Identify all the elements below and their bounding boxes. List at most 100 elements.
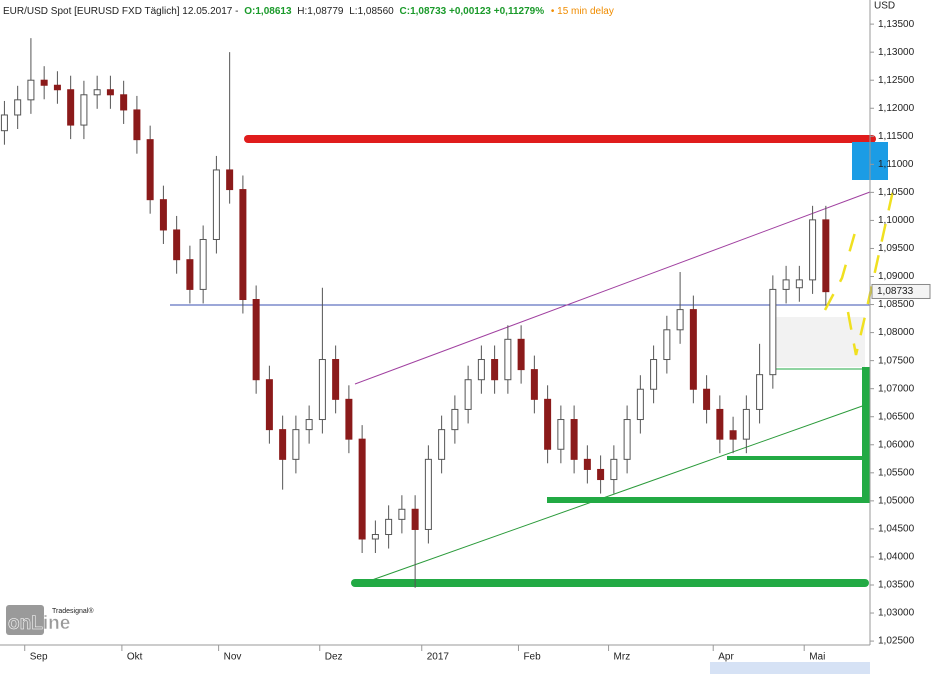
y-tick-label: 1,03000 — [878, 608, 915, 619]
x-tick-label: Apr — [718, 652, 734, 663]
candle-body — [438, 429, 446, 460]
candle-body — [226, 169, 234, 191]
candle-body — [279, 429, 287, 460]
candle-body — [610, 458, 618, 481]
candle-body — [491, 359, 499, 381]
candle-body — [305, 419, 313, 431]
y-tick-label: 1,06500 — [878, 411, 915, 422]
candle-body — [398, 508, 406, 520]
candle-body — [159, 199, 167, 231]
last-price-box — [871, 283, 931, 299]
candle-body — [133, 109, 141, 141]
x-tick-label: Mrz — [614, 652, 631, 663]
x-tick-label: Feb — [523, 652, 541, 663]
candle-body — [703, 388, 711, 410]
y-tick-label: 1,09000 — [878, 271, 915, 282]
candle-body — [769, 288, 777, 376]
y-tick-label: 1,11500 — [878, 131, 914, 142]
candle-body — [729, 430, 737, 440]
header-low: L:1,08560 — [349, 6, 394, 17]
y-tick-label: 1,04500 — [878, 524, 915, 535]
range-selector — [710, 662, 870, 674]
candle-body — [583, 458, 591, 470]
candle-body — [239, 189, 247, 301]
candle-body — [504, 338, 512, 381]
candle-body — [292, 429, 300, 460]
y-tick-label: 1,12000 — [878, 103, 915, 114]
x-tick-label: Okt — [127, 652, 143, 663]
y-tick-label: 1,03500 — [878, 580, 915, 591]
candle-body — [663, 329, 671, 361]
candle-body — [411, 508, 419, 530]
candle-body — [0, 114, 8, 132]
y-tick-label: 1,02500 — [878, 636, 915, 647]
drawings — [170, 135, 896, 674]
logo: Tradesignal® onLine — [6, 605, 94, 635]
candle-body — [689, 309, 697, 390]
candle-body — [822, 219, 830, 293]
candle-body — [597, 468, 605, 481]
candle-body — [385, 518, 393, 536]
y-tick-label: 1,10000 — [878, 215, 915, 226]
candle-body — [477, 359, 485, 381]
header-high: H:1,08779 — [297, 6, 344, 17]
candle-body — [544, 398, 552, 450]
candle-body — [557, 419, 565, 450]
forecast-path — [846, 185, 896, 356]
y-tick-label: 1,12500 — [878, 75, 915, 86]
candle-body — [53, 84, 61, 91]
header: EUR/USD Spot [EURUSD FXD Täglich] 12.05.… — [3, 6, 614, 17]
y-tick-label: 1,05500 — [878, 467, 915, 478]
candle-body — [173, 229, 181, 261]
candle-body — [146, 139, 154, 201]
candle-body — [809, 219, 817, 281]
candle-body — [464, 379, 472, 410]
candle-body — [756, 374, 764, 410]
logo-top: Tradesignal® — [52, 607, 94, 615]
candle-body — [120, 94, 128, 111]
candles — [0, 38, 830, 588]
forecast-path-2 — [823, 221, 860, 311]
logo-bottom: onLine — [8, 613, 70, 634]
candle-body — [106, 89, 114, 96]
candle-body — [570, 419, 578, 460]
axes: 1,02500 1,03000 1,03500 1,04000 1,04500 1,050… — [24, 19, 931, 663]
x-tick-label: Mai — [809, 652, 825, 663]
candle-body — [530, 369, 538, 400]
header-close: C:1,08733 +0,00123 +0,11279% — [400, 6, 545, 17]
header-open: O:1,08613 — [244, 6, 292, 17]
y-tick-label: 1,09500 — [878, 243, 915, 254]
y-tick-label: 1,08500 — [878, 299, 915, 310]
y-tick-label: 1,08000 — [878, 327, 915, 338]
channel-lower — [371, 403, 869, 581]
candle-body — [795, 279, 803, 289]
candle-body — [93, 89, 101, 96]
y-axis-label: USD — [874, 1, 895, 12]
candle-body — [345, 398, 353, 440]
header-instrument: EUR/USD Spot [EURUSD FXD Täglich] 12.05.… — [3, 6, 238, 17]
y-tick-label: 1,07000 — [878, 383, 915, 394]
y-tick-label: 1,05000 — [878, 495, 915, 506]
candle-body — [371, 534, 379, 540]
y-tick-label: 1,07500 — [878, 355, 915, 366]
candle-body — [358, 438, 366, 540]
candle-body — [80, 94, 88, 126]
candle-body — [27, 79, 35, 101]
x-tick-label: 2017 — [427, 652, 450, 663]
candle-body — [517, 338, 525, 371]
y-tick-label: 1,13500 — [878, 19, 915, 30]
candle-body — [67, 89, 75, 126]
x-tick-label: Sep — [30, 652, 48, 663]
x-tick-label: Nov — [224, 652, 242, 663]
header-delay: • 15 min delay — [551, 6, 614, 17]
candle-body — [332, 359, 340, 400]
candle-body — [451, 408, 459, 431]
y-tick-label: 1,10500 — [878, 187, 915, 198]
y-tick-label: 1,04000 — [878, 552, 915, 563]
candle-body — [186, 259, 194, 290]
candle-body — [40, 79, 48, 86]
channel-upper — [354, 191, 871, 385]
candle-body — [782, 279, 790, 290]
candle-body — [716, 408, 724, 440]
last-price-label: 1,08733 — [877, 286, 914, 297]
